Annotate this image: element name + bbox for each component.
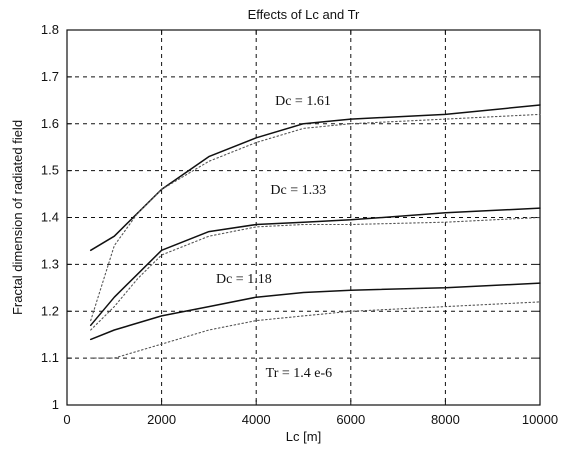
x-tick-label: 6000 bbox=[336, 412, 365, 427]
annotation-text: Dc = 1.33 bbox=[270, 183, 326, 198]
x-tick-label: 2000 bbox=[147, 412, 176, 427]
x-tick-label: 4000 bbox=[242, 412, 271, 427]
y-tick-label: 1.6 bbox=[41, 116, 59, 131]
dotted-series-line bbox=[90, 301, 541, 359]
dotted-series-line bbox=[90, 216, 541, 331]
x-axis-label: Lc [m] bbox=[286, 429, 321, 444]
y-tick-label: 1.2 bbox=[41, 303, 59, 318]
y-tick-label: 1.4 bbox=[41, 210, 59, 225]
y-tick-label: 1.7 bbox=[41, 69, 59, 84]
solid-series-line bbox=[89, 207, 541, 327]
x-tick-label: 10000 bbox=[522, 412, 558, 427]
y-tick-label: 1 bbox=[52, 397, 59, 412]
annotation-text: Tr = 1.4 e-6 bbox=[266, 366, 333, 381]
solid-series-line bbox=[89, 282, 541, 341]
y-tick-label: 1.8 bbox=[41, 22, 59, 37]
solid-series-line bbox=[89, 104, 541, 252]
x-tick-label: 8000 bbox=[431, 412, 460, 427]
chart-title: Effects of Lc and Tr bbox=[248, 7, 360, 22]
annotation-text: Dc = 1.18 bbox=[216, 272, 272, 287]
dotted-series-line bbox=[90, 113, 541, 322]
y-tick-label: 1.3 bbox=[41, 256, 59, 271]
x-tick-label: 0 bbox=[63, 412, 70, 427]
y-axis-label: Fractal dimension of radiated field bbox=[10, 120, 25, 315]
y-tick-label: 1.1 bbox=[41, 350, 59, 365]
y-tick-label: 1.5 bbox=[41, 163, 59, 178]
annotation-text: Dc = 1.61 bbox=[275, 94, 331, 109]
